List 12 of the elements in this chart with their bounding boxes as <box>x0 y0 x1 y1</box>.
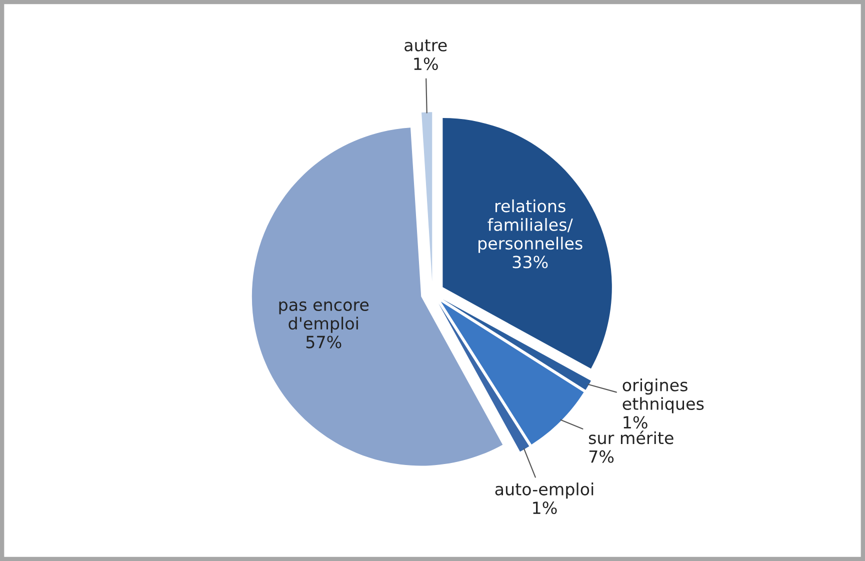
slice-label: pas encore d'emploi <box>279 301 369 333</box>
data-label: 33% <box>512 256 548 268</box>
slice-label: autre <box>404 39 447 52</box>
slice-label: auto-emploi <box>495 482 594 499</box>
data-label: 1% <box>533 502 557 514</box>
data-label: 1% <box>624 416 648 429</box>
slice-label: origines ethniques <box>622 378 704 414</box>
slice-label: relations familiales/ personnelles <box>478 199 582 253</box>
data-label: 1% <box>414 57 438 70</box>
data-label: 7% <box>589 450 614 463</box>
slice-label: sur mérite <box>588 430 674 444</box>
data-label: 57% <box>306 336 342 348</box>
